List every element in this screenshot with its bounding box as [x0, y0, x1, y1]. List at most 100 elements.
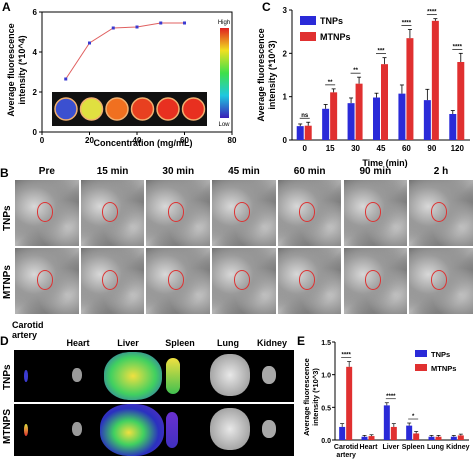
- legend-mtnps-label: MTNPs: [320, 32, 351, 42]
- panel-e-bar-mtnps: [457, 435, 464, 440]
- panel-e-ytick-label: 0.0: [321, 438, 331, 445]
- well-1: [54, 97, 78, 121]
- panel-c-bar-mtnps: [304, 125, 312, 140]
- panel-c-sig-label: **: [353, 68, 358, 74]
- panel-a-chart: 0 20 40 60 80 0 2 4 6 Average fluorescence inten…: [6, 8, 237, 148]
- panel-a-ytick-label: 0: [33, 128, 38, 137]
- panel-c-chart: 01230ns15**30**45***60****90****120**** …: [256, 6, 470, 168]
- panel-a-ytick-label: 6: [33, 8, 38, 17]
- organ-lung: [210, 408, 250, 450]
- panel-b-image: [146, 180, 211, 246]
- panel-c-xlabel: Time (min): [362, 158, 407, 168]
- panel-b-row-label-tnps: TNPs: [2, 205, 13, 231]
- well-3: [105, 97, 129, 121]
- panel-c-label: C: [262, 0, 271, 14]
- panel-c-ylabel-2: intensity (*10^3): [267, 40, 277, 109]
- panel-c-ytick-label: 1: [283, 93, 288, 102]
- panel-c-bar-tnps: [296, 126, 304, 140]
- panel-c-sig-label: **: [328, 80, 333, 86]
- colorbar: [220, 28, 229, 118]
- legend-e-tnps-swatch: [415, 350, 427, 357]
- panel-a-xtick-label: 0: [40, 136, 45, 145]
- panel-a-xtick-label: 20: [85, 136, 94, 145]
- panel-c-bar-tnps: [423, 100, 431, 140]
- panel-e-bar-mtnps: [413, 433, 420, 440]
- panel-c-bar-tnps: [449, 114, 457, 140]
- panel-e-sig-label: *: [412, 414, 415, 420]
- panel-b-image: [343, 248, 408, 314]
- panel-b-image: [409, 248, 473, 314]
- panel-d-row-label: TNPs: [2, 364, 13, 390]
- panel-b-header-2: 30 min: [162, 166, 195, 177]
- panel-b-image: [80, 180, 145, 246]
- panel-c-ytick-label: 2: [283, 49, 288, 58]
- panel-c-bar-mtnps: [457, 62, 465, 140]
- panel-e-sig-label: ****: [386, 394, 396, 400]
- organ-heart: [72, 422, 82, 436]
- panel-e-label: E: [297, 334, 306, 348]
- panel-c-bar-tnps: [373, 97, 380, 140]
- panel-a-xlabel: Concentration (mg/mL): [94, 138, 193, 148]
- panel-c-xtick-label: 15: [326, 144, 335, 153]
- legend-e-mtnps-label: MTNPs: [431, 364, 456, 373]
- panel-b-header-6: 2 h: [433, 166, 449, 177]
- well-5: [156, 97, 180, 121]
- panel-c-sig-label: ****: [427, 10, 437, 16]
- panel-e-bar-tnps: [361, 436, 368, 440]
- legend-mtnps-swatch: [300, 32, 316, 41]
- panel-c-sig-label: ***: [377, 49, 385, 55]
- panel-a-point: [159, 21, 163, 25]
- organ-carotid: [24, 370, 28, 382]
- panel-c-bar-tnps: [398, 93, 406, 140]
- panel-a-ytick-label: 4: [33, 48, 38, 57]
- panel-a-ytick-label: 2: [33, 88, 38, 97]
- well-plate-inset: [52, 92, 207, 126]
- panel-d-header-1: Heart: [66, 338, 90, 348]
- panel-e-ytick-label: 1.0: [321, 373, 331, 380]
- panel-b-image: [277, 248, 342, 314]
- panel-c-sig-label: ns: [301, 113, 309, 119]
- organ-liver: [104, 352, 162, 400]
- panel-a-series-line: [65, 22, 185, 80]
- colorbar-high: High: [218, 20, 230, 26]
- panel-c-bar-mtnps: [381, 64, 388, 140]
- organ-carotid: [24, 424, 28, 436]
- panel-e-xtick-label: Liver: [382, 444, 399, 451]
- panel-a-xtick-label: 40: [133, 136, 142, 145]
- legend-tnps-swatch: [300, 16, 316, 25]
- panel-b-image: [212, 248, 276, 314]
- panel-e-xtick-label: Heart: [360, 444, 379, 451]
- well-2: [79, 97, 104, 121]
- panel-e-ylabel-2: intensity (*10^3): [311, 368, 320, 426]
- panel-e-ylabel-1: Average fluorescence: [302, 358, 311, 436]
- panel-e-xtick-label: Spleen: [402, 444, 425, 451]
- panel-e-bar-tnps: [450, 436, 457, 440]
- panel-c-bar-tnps: [347, 103, 355, 140]
- panel-c-bar-mtnps: [330, 92, 338, 140]
- panel-c-bar-tnps: [322, 108, 330, 140]
- panel-e-bar-mtnps: [368, 436, 375, 440]
- panel-c-sig-label: ****: [453, 44, 463, 50]
- panel-c-bar-mtnps: [431, 20, 439, 140]
- panel-c-ylabel-1: Average fluorescence: [256, 28, 266, 121]
- panel-b-header-5: 90 min: [359, 166, 392, 177]
- panel-e-ytick-label: 0.5: [321, 405, 331, 412]
- panel-e-xtick-label: Kidney: [446, 444, 469, 451]
- panel-b-header-1: 15 min: [96, 166, 129, 177]
- panel-b-image: [80, 248, 145, 314]
- legend-e-tnps-label: TNPs: [431, 350, 450, 359]
- panel-b-row-label-mtnps: MTNPs: [2, 265, 13, 299]
- panel-c-bar-mtnps: [406, 38, 414, 140]
- panel-e-bar-tnps: [339, 426, 346, 440]
- panel-c-ytick-label: 0: [283, 136, 288, 145]
- panel-e-xtick-label: Carotid: [334, 444, 359, 451]
- panel-a-point: [111, 26, 115, 30]
- panel-e-bar-tnps: [406, 425, 413, 440]
- panel-b-image: [15, 248, 79, 314]
- panel-c-sig-label: ****: [402, 21, 412, 27]
- organ-kidney: [262, 420, 276, 438]
- panel-d-header-0: Carotid artery: [12, 320, 44, 340]
- panel-b-label: B: [0, 166, 9, 180]
- panel-d-header-3: Spleen: [165, 338, 195, 348]
